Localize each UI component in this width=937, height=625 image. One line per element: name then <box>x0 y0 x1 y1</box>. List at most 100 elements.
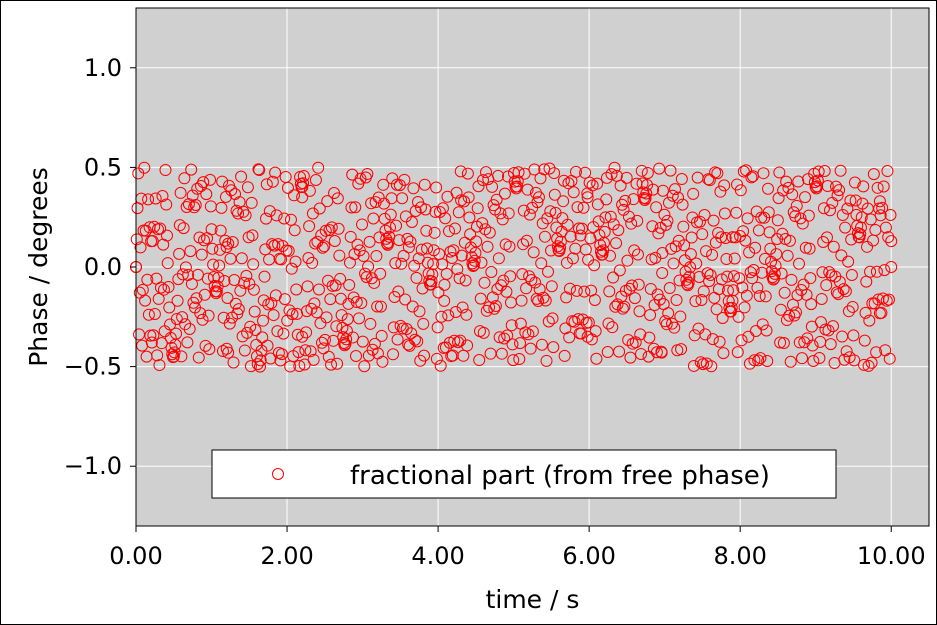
data-point <box>703 275 716 288</box>
data-point <box>365 197 378 210</box>
data-point <box>517 204 530 217</box>
data-point <box>845 233 858 246</box>
data-point <box>557 195 570 208</box>
data-point <box>705 360 718 373</box>
data-point <box>643 331 656 344</box>
data-point <box>252 163 265 176</box>
data-point <box>221 291 234 304</box>
data-point <box>845 268 858 281</box>
data-point <box>292 346 305 359</box>
data-point <box>505 319 518 332</box>
data-point <box>281 181 294 194</box>
data-point <box>675 173 688 186</box>
data-point <box>266 175 279 188</box>
data-point <box>413 305 426 318</box>
data-point <box>644 309 657 322</box>
data-point <box>458 195 471 208</box>
data-point <box>515 294 528 307</box>
data-point <box>713 335 726 348</box>
data-point <box>528 163 541 176</box>
data-point <box>631 214 644 227</box>
data-point <box>328 234 341 247</box>
data-point <box>149 192 162 205</box>
data-point <box>195 248 208 261</box>
data-point <box>320 311 333 324</box>
data-point <box>461 339 474 352</box>
data-point <box>834 164 847 177</box>
data-point <box>589 325 602 338</box>
data-point <box>498 187 511 200</box>
data-point <box>349 349 362 362</box>
data-point <box>687 359 700 372</box>
data-point <box>830 180 843 193</box>
data-point <box>613 264 626 277</box>
data-point <box>480 304 493 317</box>
data-point <box>740 289 753 302</box>
data-point <box>203 343 216 356</box>
data-point <box>442 309 455 322</box>
data-point <box>554 235 567 248</box>
data-point <box>686 211 699 224</box>
data-point <box>431 321 444 334</box>
data-point <box>520 234 533 247</box>
data-point <box>261 339 274 352</box>
data-point <box>770 248 783 261</box>
data-point <box>486 180 499 193</box>
data-point <box>493 331 506 344</box>
x-tick-label: 4.00 <box>411 542 464 570</box>
data-point <box>707 214 720 227</box>
data-point <box>456 301 469 314</box>
data-point <box>234 284 247 297</box>
data-point <box>357 250 370 263</box>
data-point <box>680 273 693 286</box>
data-point <box>716 312 729 325</box>
data-point <box>784 355 797 368</box>
data-point <box>842 255 855 268</box>
data-point <box>245 196 258 209</box>
data-point <box>640 187 653 200</box>
data-point <box>827 320 840 333</box>
data-point <box>278 212 291 225</box>
data-point <box>656 247 669 260</box>
data-point <box>453 272 466 285</box>
data-point <box>814 316 827 329</box>
data-point <box>512 166 525 179</box>
data-point <box>702 173 715 186</box>
data-point <box>697 285 710 298</box>
data-point <box>151 349 164 362</box>
data-point <box>569 165 582 178</box>
data-point <box>177 222 190 235</box>
data-point <box>210 285 223 298</box>
data-point <box>504 270 517 283</box>
data-point <box>139 224 152 237</box>
data-point <box>432 286 445 299</box>
data-point <box>684 261 697 274</box>
data-point <box>450 186 463 199</box>
data-point <box>523 208 536 221</box>
data-point <box>468 254 481 267</box>
data-point <box>772 192 785 205</box>
data-point <box>434 359 447 372</box>
data-point <box>180 201 193 214</box>
data-point <box>666 189 679 202</box>
data-point <box>646 220 659 233</box>
data-point <box>672 191 685 204</box>
data-point <box>183 322 196 335</box>
data-point <box>670 294 683 307</box>
data-point <box>297 177 310 190</box>
data-point <box>836 208 849 221</box>
data-point <box>883 352 896 365</box>
data-point <box>863 314 876 327</box>
data-point <box>247 283 260 296</box>
data-point <box>774 336 787 349</box>
data-point <box>763 226 776 239</box>
data-point <box>837 283 850 296</box>
data-point <box>650 346 663 359</box>
data-point <box>481 240 494 253</box>
data-point <box>714 185 727 198</box>
data-point <box>631 248 644 261</box>
data-point <box>404 235 417 248</box>
x-tick-label: 2.00 <box>260 542 313 570</box>
data-point <box>260 178 273 191</box>
data-point <box>343 279 356 292</box>
